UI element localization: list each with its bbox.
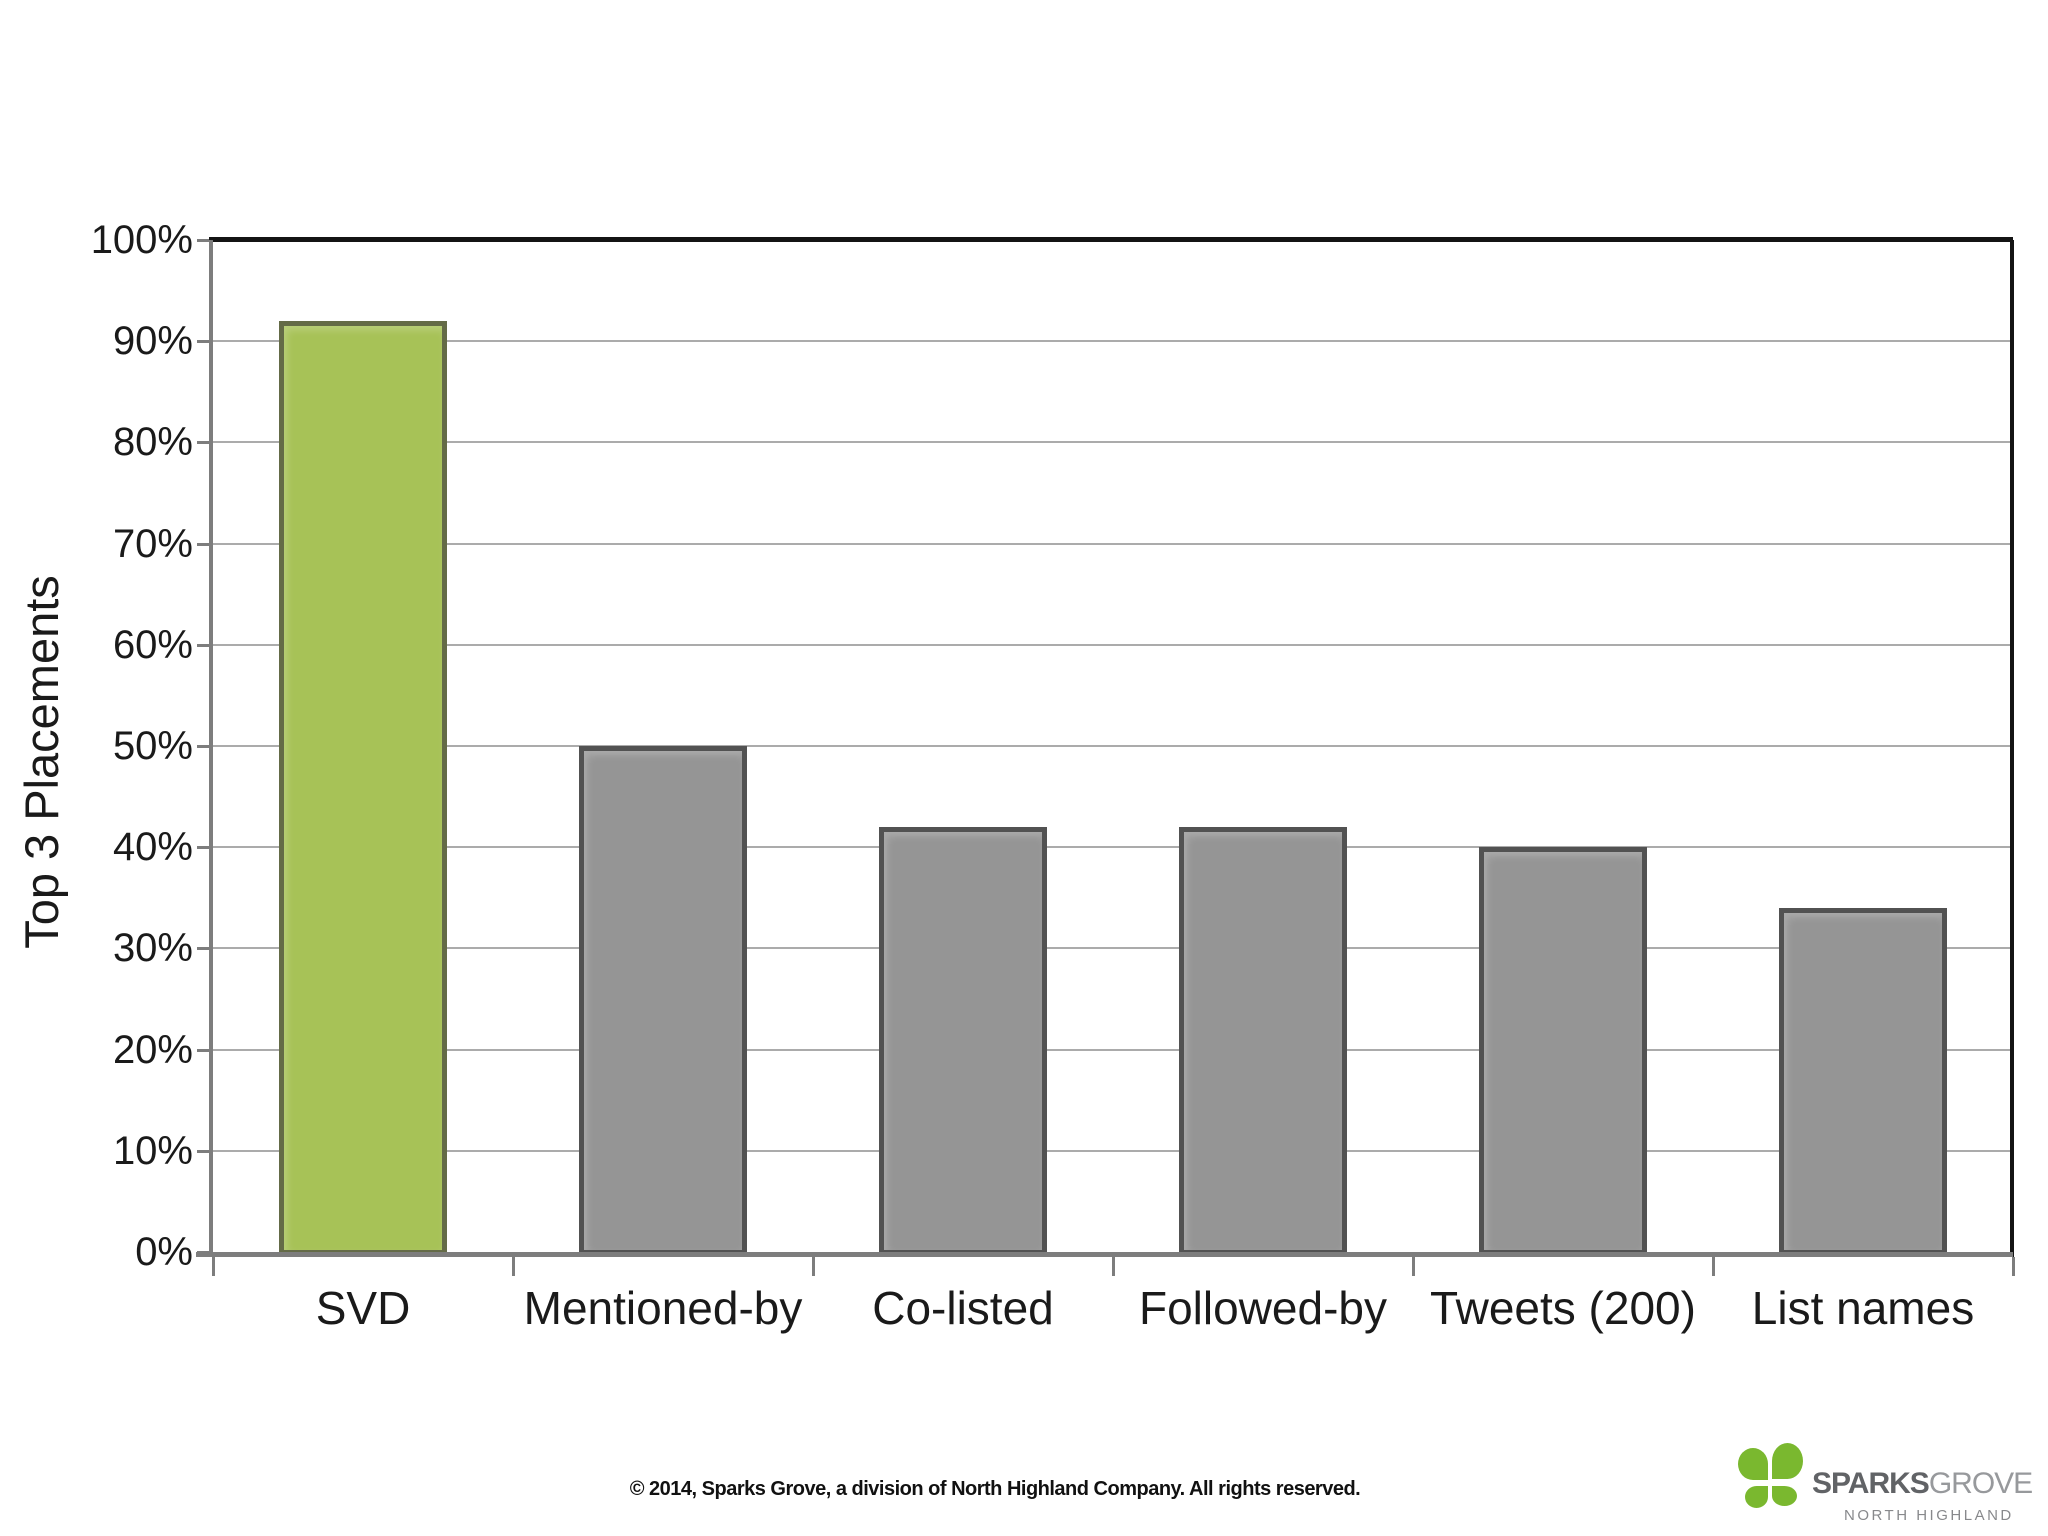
y-tick-label: 100% [90,218,193,262]
y-axis-tick [197,1048,213,1052]
x-category-label-svd: SVD [315,1282,411,1334]
leaf-top-right [1772,1443,1803,1479]
y-axis-tick [197,441,213,445]
y-tick-label: 70% [112,521,193,566]
x-axis-line [196,1252,2013,1257]
y-axis-tick [197,542,213,546]
bar-followed-by [1179,827,1347,1255]
bar-svd [279,321,447,1255]
logo-brand-bold: SPARKS [1812,1467,1930,1500]
x-category-label-list-names: List names [1751,1282,1975,1334]
y-tick-label: 20% [112,1027,193,1072]
bar-list-names [1779,908,1947,1255]
y-axis-tick [197,340,213,344]
plot-top-line [209,237,2013,242]
gridline [213,846,2013,849]
y-tick-label: 40% [112,825,193,870]
plot-right-line [2010,240,2014,1257]
copyright-text: © 2014, Sparks Grove, a division of Nort… [629,1478,1361,1500]
x-axis-tick [212,1257,215,1276]
y-tick-label: 30% [112,926,193,971]
y-tick-label: 10% [112,1128,193,1173]
gridline [213,1048,2013,1051]
logo-brand-light: GROVE [1928,1467,2033,1500]
bar-tweets-200 [1479,847,1647,1255]
gridline [213,1149,2013,1152]
y-tick-label: 60% [112,622,193,667]
y-tick-label: 80% [112,420,193,465]
y-tick-label: 50% [112,724,193,768]
x-axis-tick [1712,1257,1715,1276]
bar-co-listed [879,827,1047,1255]
y-axis-tick [197,846,213,850]
y-axis-tick [197,1149,213,1153]
logo-subtitle: NORTH HIGHLAND [1844,1507,2014,1524]
y-axis-tick [197,745,213,748]
gridline [213,441,2013,444]
x-axis-tick [2012,1257,2015,1276]
gridline [213,745,2013,747]
y-tick-label: 0% [135,1230,193,1274]
leaf-bottom-left [1745,1486,1768,1508]
x-axis-tick [512,1257,515,1276]
x-category-label-followed-by: Followed-by [1139,1282,1387,1334]
gridline [213,340,2013,343]
leaf-top-left [1738,1448,1768,1480]
x-category-label-tweets-200: Tweets (200) [1430,1282,1696,1334]
y-tick-label: 90% [112,319,193,364]
x-category-label-co-listed: Co-listed [872,1282,1054,1334]
logo-brand-text: SPARKSGROVE [1812,1467,2033,1501]
y-axis-tick [197,643,213,647]
y-axis-tick [197,239,213,242]
gridline [213,542,2013,545]
x-axis-tick [1112,1257,1115,1276]
y-axis-line [209,240,213,1257]
bar-mentioned-by [579,746,747,1255]
x-category-label-mentioned-by: Mentioned-by [523,1282,803,1334]
clover-leaf-icon [1738,1443,1804,1509]
x-axis-tick [812,1257,815,1276]
leaf-bottom-right [1772,1486,1797,1506]
y-axis-tick [197,947,213,951]
gridline [213,643,2013,646]
x-axis-tick [1412,1257,1415,1276]
gridline [213,947,2013,950]
sparksgrove-logo: SPARKSGROVE NORTH HIGHLAND [1738,1443,2048,1533]
